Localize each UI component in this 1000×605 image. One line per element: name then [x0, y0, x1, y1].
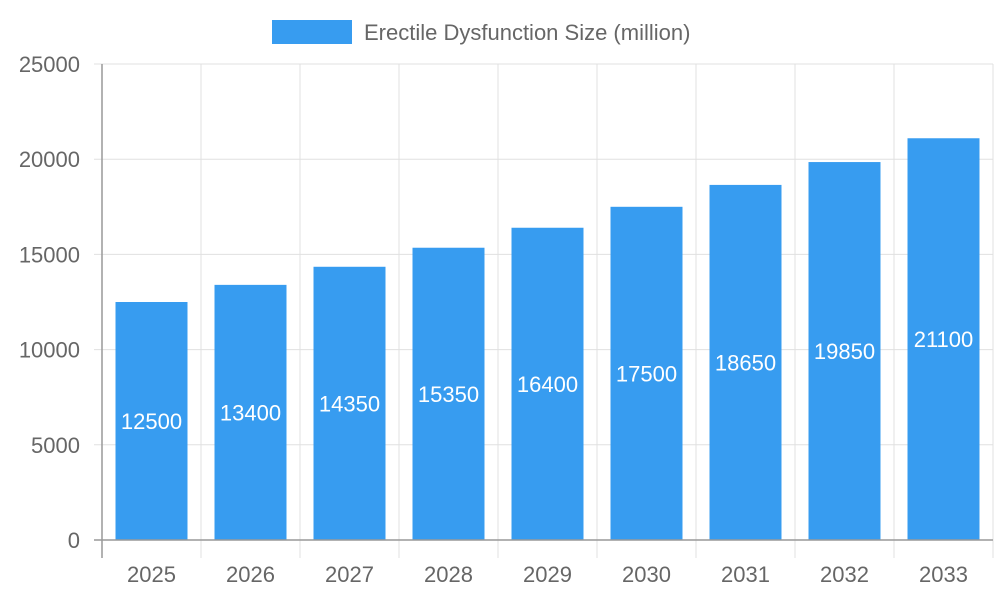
y-tick-label: 25000 — [19, 52, 80, 77]
x-tick-label: 2026 — [226, 562, 275, 587]
axes: 0 5000 10000 15000 20000 25000 2025 2026 2027 202… — [19, 52, 993, 587]
bar — [115, 302, 188, 540]
x-tick-label: 2030 — [622, 562, 671, 587]
data-label: 13400 — [220, 400, 281, 425]
x-tick-label: 2031 — [721, 562, 770, 587]
x-tick-label: 2032 — [820, 562, 869, 587]
legend: Erectile Dysfunction Size (million) — [272, 20, 690, 45]
y-tick-label: 15000 — [19, 242, 80, 267]
bar — [907, 138, 980, 541]
y-tick-label: 20000 — [19, 147, 80, 172]
data-label: 18650 — [715, 350, 776, 375]
x-tick-label: 2028 — [424, 562, 473, 587]
x-tick-label: 2025 — [127, 562, 176, 587]
bar — [808, 162, 881, 540]
x-tick-label: 2027 — [325, 562, 374, 587]
y-tick-label: 5000 — [31, 433, 80, 458]
bar — [313, 266, 386, 540]
y-tick-label: 0 — [68, 528, 80, 553]
legend-swatch — [272, 20, 352, 44]
data-label: 15350 — [418, 382, 479, 407]
data-label: 21100 — [914, 327, 974, 352]
x-tick-label: 2033 — [919, 562, 968, 587]
data-label: 12500 — [121, 409, 182, 434]
bar — [511, 227, 584, 540]
data-label: 17500 — [616, 361, 677, 386]
bar — [412, 247, 485, 540]
bar — [709, 184, 782, 541]
legend-label: Erectile Dysfunction Size (million) — [364, 20, 690, 45]
data-label: 16400 — [517, 372, 578, 397]
bars: 12500 13400 14350 15350 16400 17500 18650 19850… — [115, 138, 980, 541]
grid — [94, 63, 994, 558]
x-tick-label: 2029 — [523, 562, 572, 587]
data-label: 19850 — [814, 339, 875, 364]
bar — [214, 284, 287, 540]
data-label: 14350 — [319, 391, 380, 416]
bar — [610, 206, 683, 541]
y-tick-label: 10000 — [19, 338, 80, 363]
